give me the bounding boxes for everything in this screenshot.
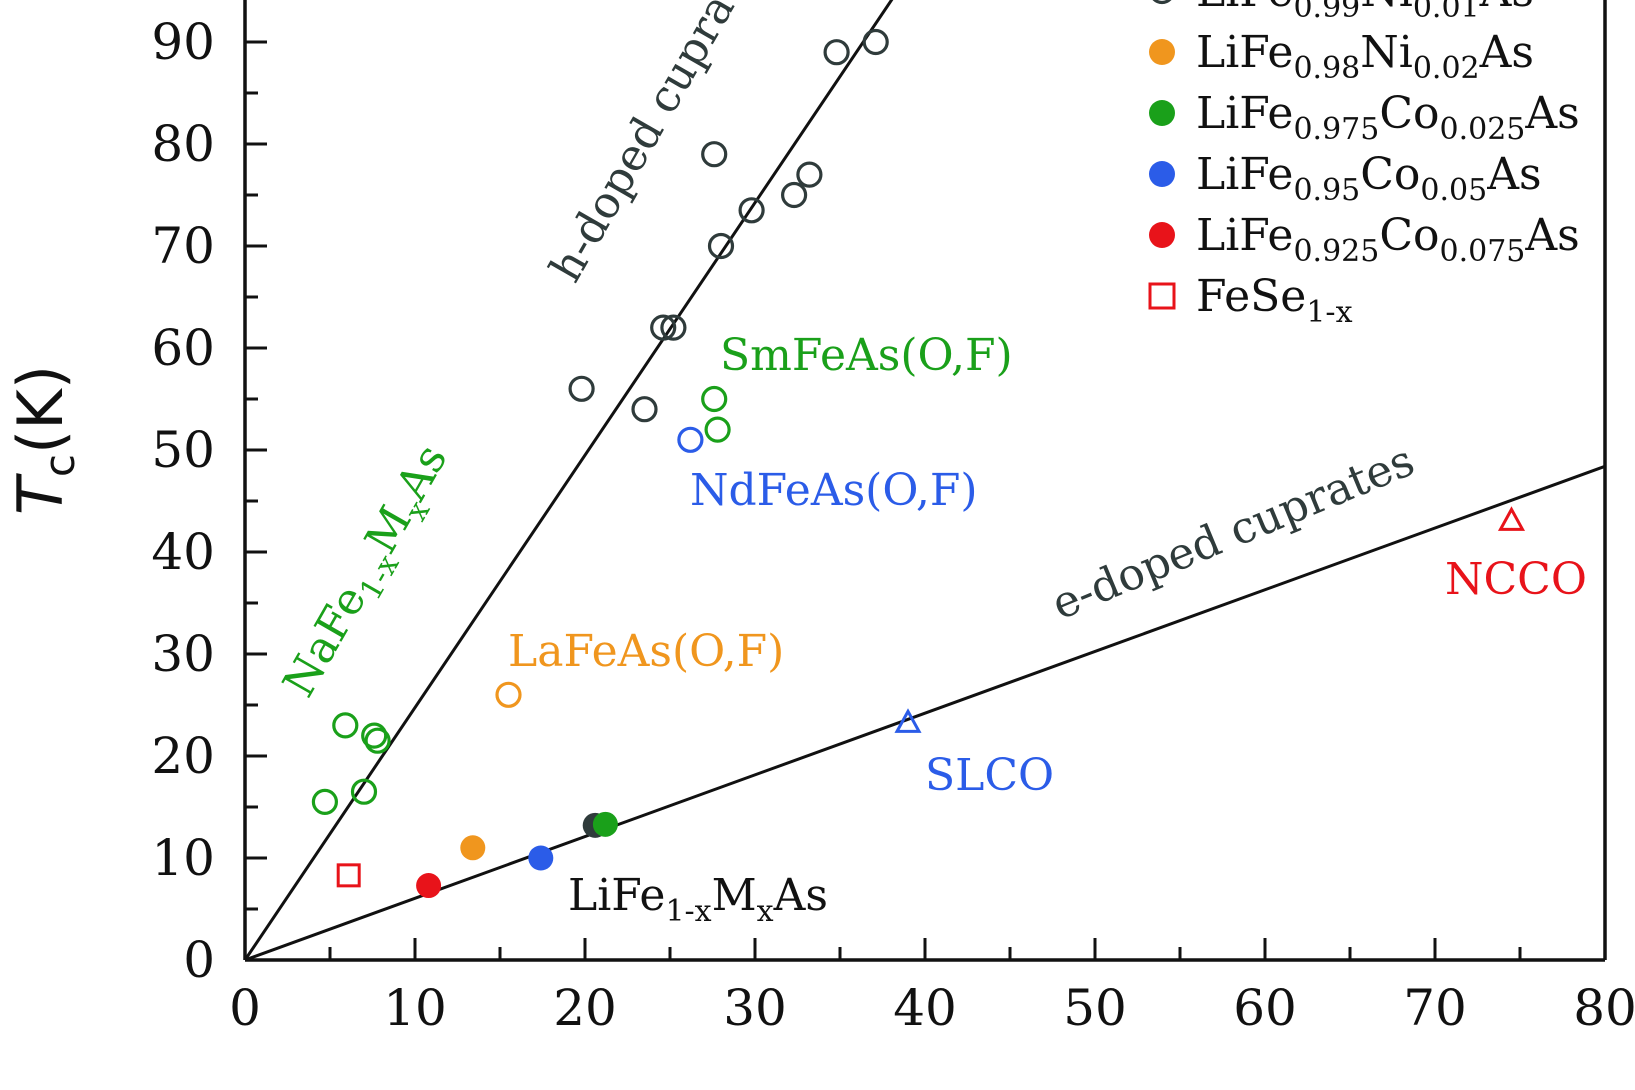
data-point-h-doped-cuprates — [650, 314, 677, 341]
data-point-ndfeas-o-f- — [677, 426, 704, 453]
y-axis-title: Tc(K) — [4, 365, 84, 515]
annotation-lifeas: LiFe1-xMxAs — [568, 870, 828, 929]
legend-marker — [1149, 161, 1175, 187]
y-tick-label: 30 — [151, 625, 215, 683]
legend-marker — [1152, 0, 1172, 5]
y-tick-label: 70 — [151, 217, 215, 275]
data-point-smfeas-o-f- — [704, 416, 731, 443]
data-point-life0-98ni0-02as — [460, 835, 486, 861]
x-tick-label: 30 — [723, 979, 787, 1037]
legend-marker — [1149, 222, 1175, 248]
annotation-slco: SLCO — [925, 750, 1054, 801]
y-tick-label: 80 — [151, 115, 215, 173]
annotation-lafeas: LaFeAs(O,F) — [508, 626, 784, 677]
data-point-h-doped-cuprates — [707, 232, 735, 260]
data-point-h-doped-cuprates — [568, 375, 595, 402]
data-point-ncco — [1497, 506, 1526, 531]
y-tick-label: 60 — [151, 319, 215, 377]
data-point-life0-975co0-025as — [592, 811, 618, 837]
data-markers — [311, 28, 1526, 899]
y-tick-label: 20 — [151, 727, 215, 785]
data-point-smfeas-o-f- — [701, 385, 728, 413]
legend-marker — [1148, 282, 1176, 310]
legend-marker — [1149, 39, 1175, 65]
x-tick-label: 0 — [229, 979, 261, 1037]
y-tick-label: 50 — [151, 421, 215, 479]
data-point-h-doped-cuprates — [738, 197, 765, 224]
data-point-h-doped-cuprates — [660, 314, 687, 341]
annotation-ndfeas: NdFeAs(O,F) — [690, 465, 978, 516]
data-point-h-doped-cuprates — [701, 141, 728, 168]
annotation-smfeas: SmFeAs(O,F) — [720, 330, 1013, 381]
y-tick-label: 90 — [151, 13, 215, 71]
data-point-nafe1-xmxas — [361, 722, 388, 749]
data-point-life0-925co0-075as — [416, 873, 442, 899]
x-tick-label: 70 — [1403, 979, 1467, 1037]
plot-frame — [243, 0, 1607, 962]
legend: LiFe0.99Ni0.01AsLiFe0.98Ni0.02AsLiFe0.97… — [1148, 0, 1580, 330]
data-point-nafe1-xmxas — [332, 712, 359, 739]
data-point-h-doped-cuprates — [823, 39, 850, 66]
legend-label: LiFe0.95Co0.05As — [1196, 149, 1542, 208]
legend-label: LiFe0.99Ni0.01As — [1196, 0, 1534, 25]
annotation-hdoped: h-doped cuprates — [540, 0, 778, 290]
annotation-ncco: NCCO — [1445, 554, 1587, 605]
x-tick-label: 80 — [1573, 979, 1635, 1037]
legend-label: LiFe0.975Co0.025As — [1196, 88, 1580, 147]
y-tick-label: 10 — [151, 829, 215, 887]
tick-labels: 0 10 20 30 40 50 60 70 80 0 10 20 30 40 50 60 70 80 90 — [151, 13, 1635, 1037]
legend-label: FeSe1-x — [1196, 271, 1353, 330]
data-point-h-doped-cuprates — [631, 396, 658, 423]
x-tick-label: 50 — [1063, 979, 1127, 1037]
data-point-h-doped-cuprates — [862, 28, 889, 56]
x-tick-label: 60 — [1233, 979, 1297, 1037]
legend-label: LiFe0.98Ni0.02As — [1196, 27, 1534, 86]
y-tick-label: 40 — [151, 523, 215, 581]
data-point-h-doped-cuprates — [780, 181, 808, 209]
data-point-fese1-x — [336, 863, 361, 888]
data-point-nafe1-xmxas — [364, 727, 391, 754]
y-tick-label: 0 — [183, 931, 215, 989]
x-tick-label: 10 — [383, 979, 447, 1037]
data-point-nafe1-xmxas — [311, 788, 338, 816]
x-tick-label: 40 — [893, 979, 957, 1037]
y-axis-label: Tc(K) — [4, 365, 84, 515]
data-point-slco — [894, 708, 922, 733]
annotation-nafe: NaFe1-xMxAs — [273, 436, 464, 710]
legend-label: LiFe0.925Co0.075As — [1196, 210, 1580, 269]
data-point-nafe1-xmxas — [350, 778, 378, 805]
legend-marker — [1149, 100, 1175, 126]
e-doped-line — [244, 464, 1606, 962]
x-tick-label: 20 — [553, 979, 617, 1037]
data-point-h-doped-cuprates — [796, 161, 823, 188]
data-point-lafeas-o-f- — [495, 681, 522, 708]
data-point-life0-95co0-05as — [528, 845, 554, 871]
